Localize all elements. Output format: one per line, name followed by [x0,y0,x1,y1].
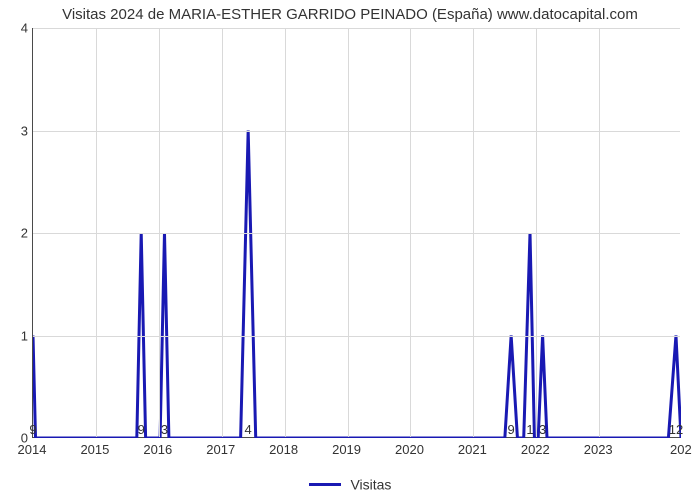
value-label: 3 [161,422,168,437]
x-tick-label: 202 [670,442,692,457]
gridline-horizontal [33,131,680,132]
value-label: 9 [508,422,515,437]
gridline-horizontal [33,28,680,29]
value-label: 4 [245,422,252,437]
x-tick-label: 2019 [332,442,361,457]
value-label: 9 [138,422,145,437]
x-tick-label: 2017 [206,442,235,457]
gridline-vertical [473,28,474,437]
gridline-vertical [222,28,223,437]
legend-swatch [309,483,341,486]
y-tick-label: 1 [4,328,28,343]
chart-title: Visitas 2024 de MARIA-ESTHER GARRIDO PEI… [0,6,700,23]
gridline-vertical [159,28,160,437]
x-tick-label: 2014 [18,442,47,457]
x-tick-label: 2018 [269,442,298,457]
x-tick-label: 2023 [584,442,613,457]
chart-container: Visitas 2024 de MARIA-ESTHER GARRIDO PEI… [0,0,700,500]
gridline-vertical [285,28,286,437]
gridline-vertical [536,28,537,437]
gridline-vertical [599,28,600,437]
value-label: 1 [526,422,533,437]
x-tick-label: 2022 [521,442,550,457]
y-tick-label: 3 [4,123,28,138]
y-tick-label: 2 [4,226,28,241]
gridline-horizontal [33,233,680,234]
x-tick-label: 2016 [143,442,172,457]
gridline-vertical [348,28,349,437]
value-label: 3 [539,422,546,437]
y-tick-label: 4 [4,21,28,36]
legend: Visitas [0,475,700,492]
value-label: 9 [29,422,36,437]
x-tick-label: 2020 [395,442,424,457]
x-tick-label: 2021 [458,442,487,457]
gridline-vertical [410,28,411,437]
gridline-horizontal [33,336,680,337]
legend-label: Visitas [350,476,391,492]
value-label: 12 [669,422,683,437]
x-tick-label: 2015 [80,442,109,457]
gridline-vertical [96,28,97,437]
plot-area: 993491312 [32,28,680,438]
